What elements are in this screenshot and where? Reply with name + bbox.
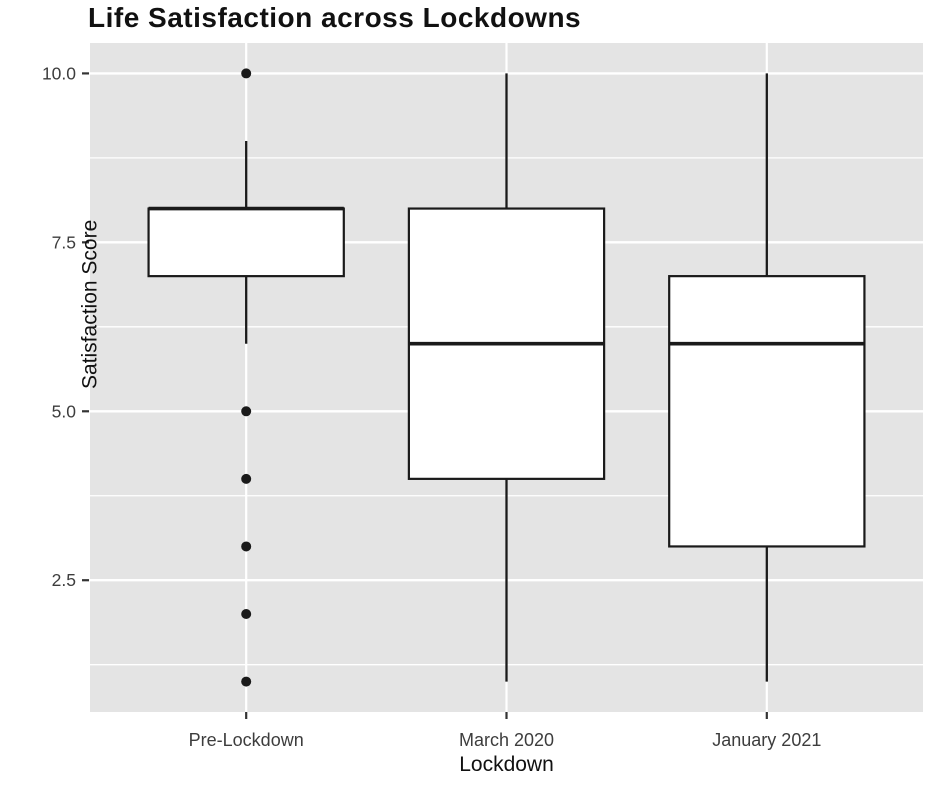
y-tick-label: 2.5 bbox=[52, 570, 76, 590]
outlier-point bbox=[241, 609, 252, 620]
y-tick-label: 5.0 bbox=[52, 401, 77, 421]
outlier-point bbox=[241, 541, 252, 552]
x-tick-label: Pre-Lockdown bbox=[189, 730, 304, 750]
y-tick-label: 7.5 bbox=[52, 232, 76, 252]
outlier-point bbox=[241, 676, 252, 687]
outlier-point bbox=[241, 473, 252, 484]
y-axis-title: Satisfaction Score bbox=[78, 219, 102, 389]
x-tick-label: January 2021 bbox=[712, 730, 821, 750]
y-tick-label: 10.0 bbox=[42, 63, 76, 83]
boxplot-box bbox=[147, 207, 345, 278]
chart-title: Life Satisfaction across Lockdowns bbox=[88, 2, 582, 33]
x-tick-label: March 2020 bbox=[459, 730, 554, 750]
outlier-point bbox=[241, 68, 252, 79]
x-axis-title: Lockdown bbox=[459, 753, 554, 776]
outlier-point bbox=[241, 406, 252, 417]
boxplot-box bbox=[668, 275, 866, 548]
